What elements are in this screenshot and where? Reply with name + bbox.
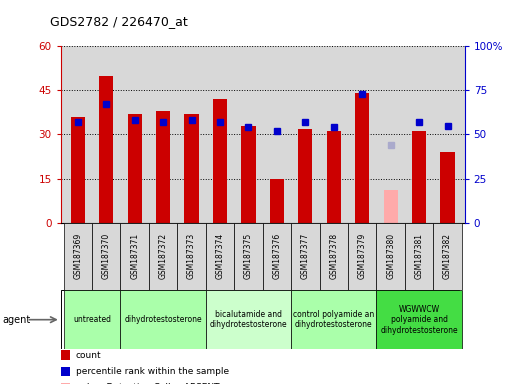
Bar [234,223,263,290]
Bar [412,131,426,223]
Text: count: count [76,351,101,360]
Text: GSM187380: GSM187380 [386,233,395,280]
Text: percentile rank within the sample: percentile rank within the sample [76,367,229,376]
Bar [206,223,234,290]
Text: GSM187375: GSM187375 [244,233,253,280]
Text: value, Detection Call = ABSENT: value, Detection Call = ABSENT [76,383,219,384]
Bar [149,223,177,290]
Bar [383,190,398,223]
Bar [270,179,284,223]
Bar [99,76,114,223]
Text: GSM187370: GSM187370 [102,233,111,280]
Text: control polyamide an
dihydrotestosterone: control polyamide an dihydrotestosterone [293,310,374,329]
Bar [327,131,341,223]
Bar [156,111,170,223]
Text: GSM187381: GSM187381 [414,233,423,279]
Bar [376,290,462,349]
Bar [355,93,370,223]
Text: GDS2782 / 226470_at: GDS2782 / 226470_at [50,15,188,28]
Bar [206,290,291,349]
Bar [433,223,462,290]
Bar [71,117,85,223]
Bar [63,223,92,290]
Text: GSM187371: GSM187371 [130,233,139,280]
Bar [440,152,455,223]
Text: untreated: untreated [73,315,111,324]
Bar [63,290,120,349]
Text: GSM187379: GSM187379 [358,233,367,280]
Bar [177,223,206,290]
Text: GSM187376: GSM187376 [272,233,281,280]
Bar [291,223,319,290]
Text: GSM187374: GSM187374 [215,233,224,280]
Bar [376,223,405,290]
Bar [120,290,206,349]
Text: GSM187382: GSM187382 [443,233,452,279]
Bar [291,290,376,349]
Text: WGWWCW
polyamide and
dihydrotestosterone: WGWWCW polyamide and dihydrotestosterone [380,305,458,334]
Text: dihydrotestosterone: dihydrotestosterone [124,315,202,324]
Bar [128,114,142,223]
Text: GSM187378: GSM187378 [329,233,338,280]
Bar [405,223,433,290]
Text: GSM187369: GSM187369 [73,233,82,280]
Bar [298,129,313,223]
Bar [241,126,256,223]
Text: agent: agent [3,314,31,325]
Text: GSM187373: GSM187373 [187,233,196,280]
Bar [262,223,291,290]
Bar [120,223,149,290]
Text: GSM187377: GSM187377 [301,233,310,280]
Bar [213,99,227,223]
Bar [348,223,376,290]
Bar [92,223,120,290]
Bar [319,223,348,290]
Text: GSM187372: GSM187372 [158,233,167,280]
Text: bicalutamide and
dihydrotestosterone: bicalutamide and dihydrotestosterone [210,310,287,329]
Bar [184,114,199,223]
